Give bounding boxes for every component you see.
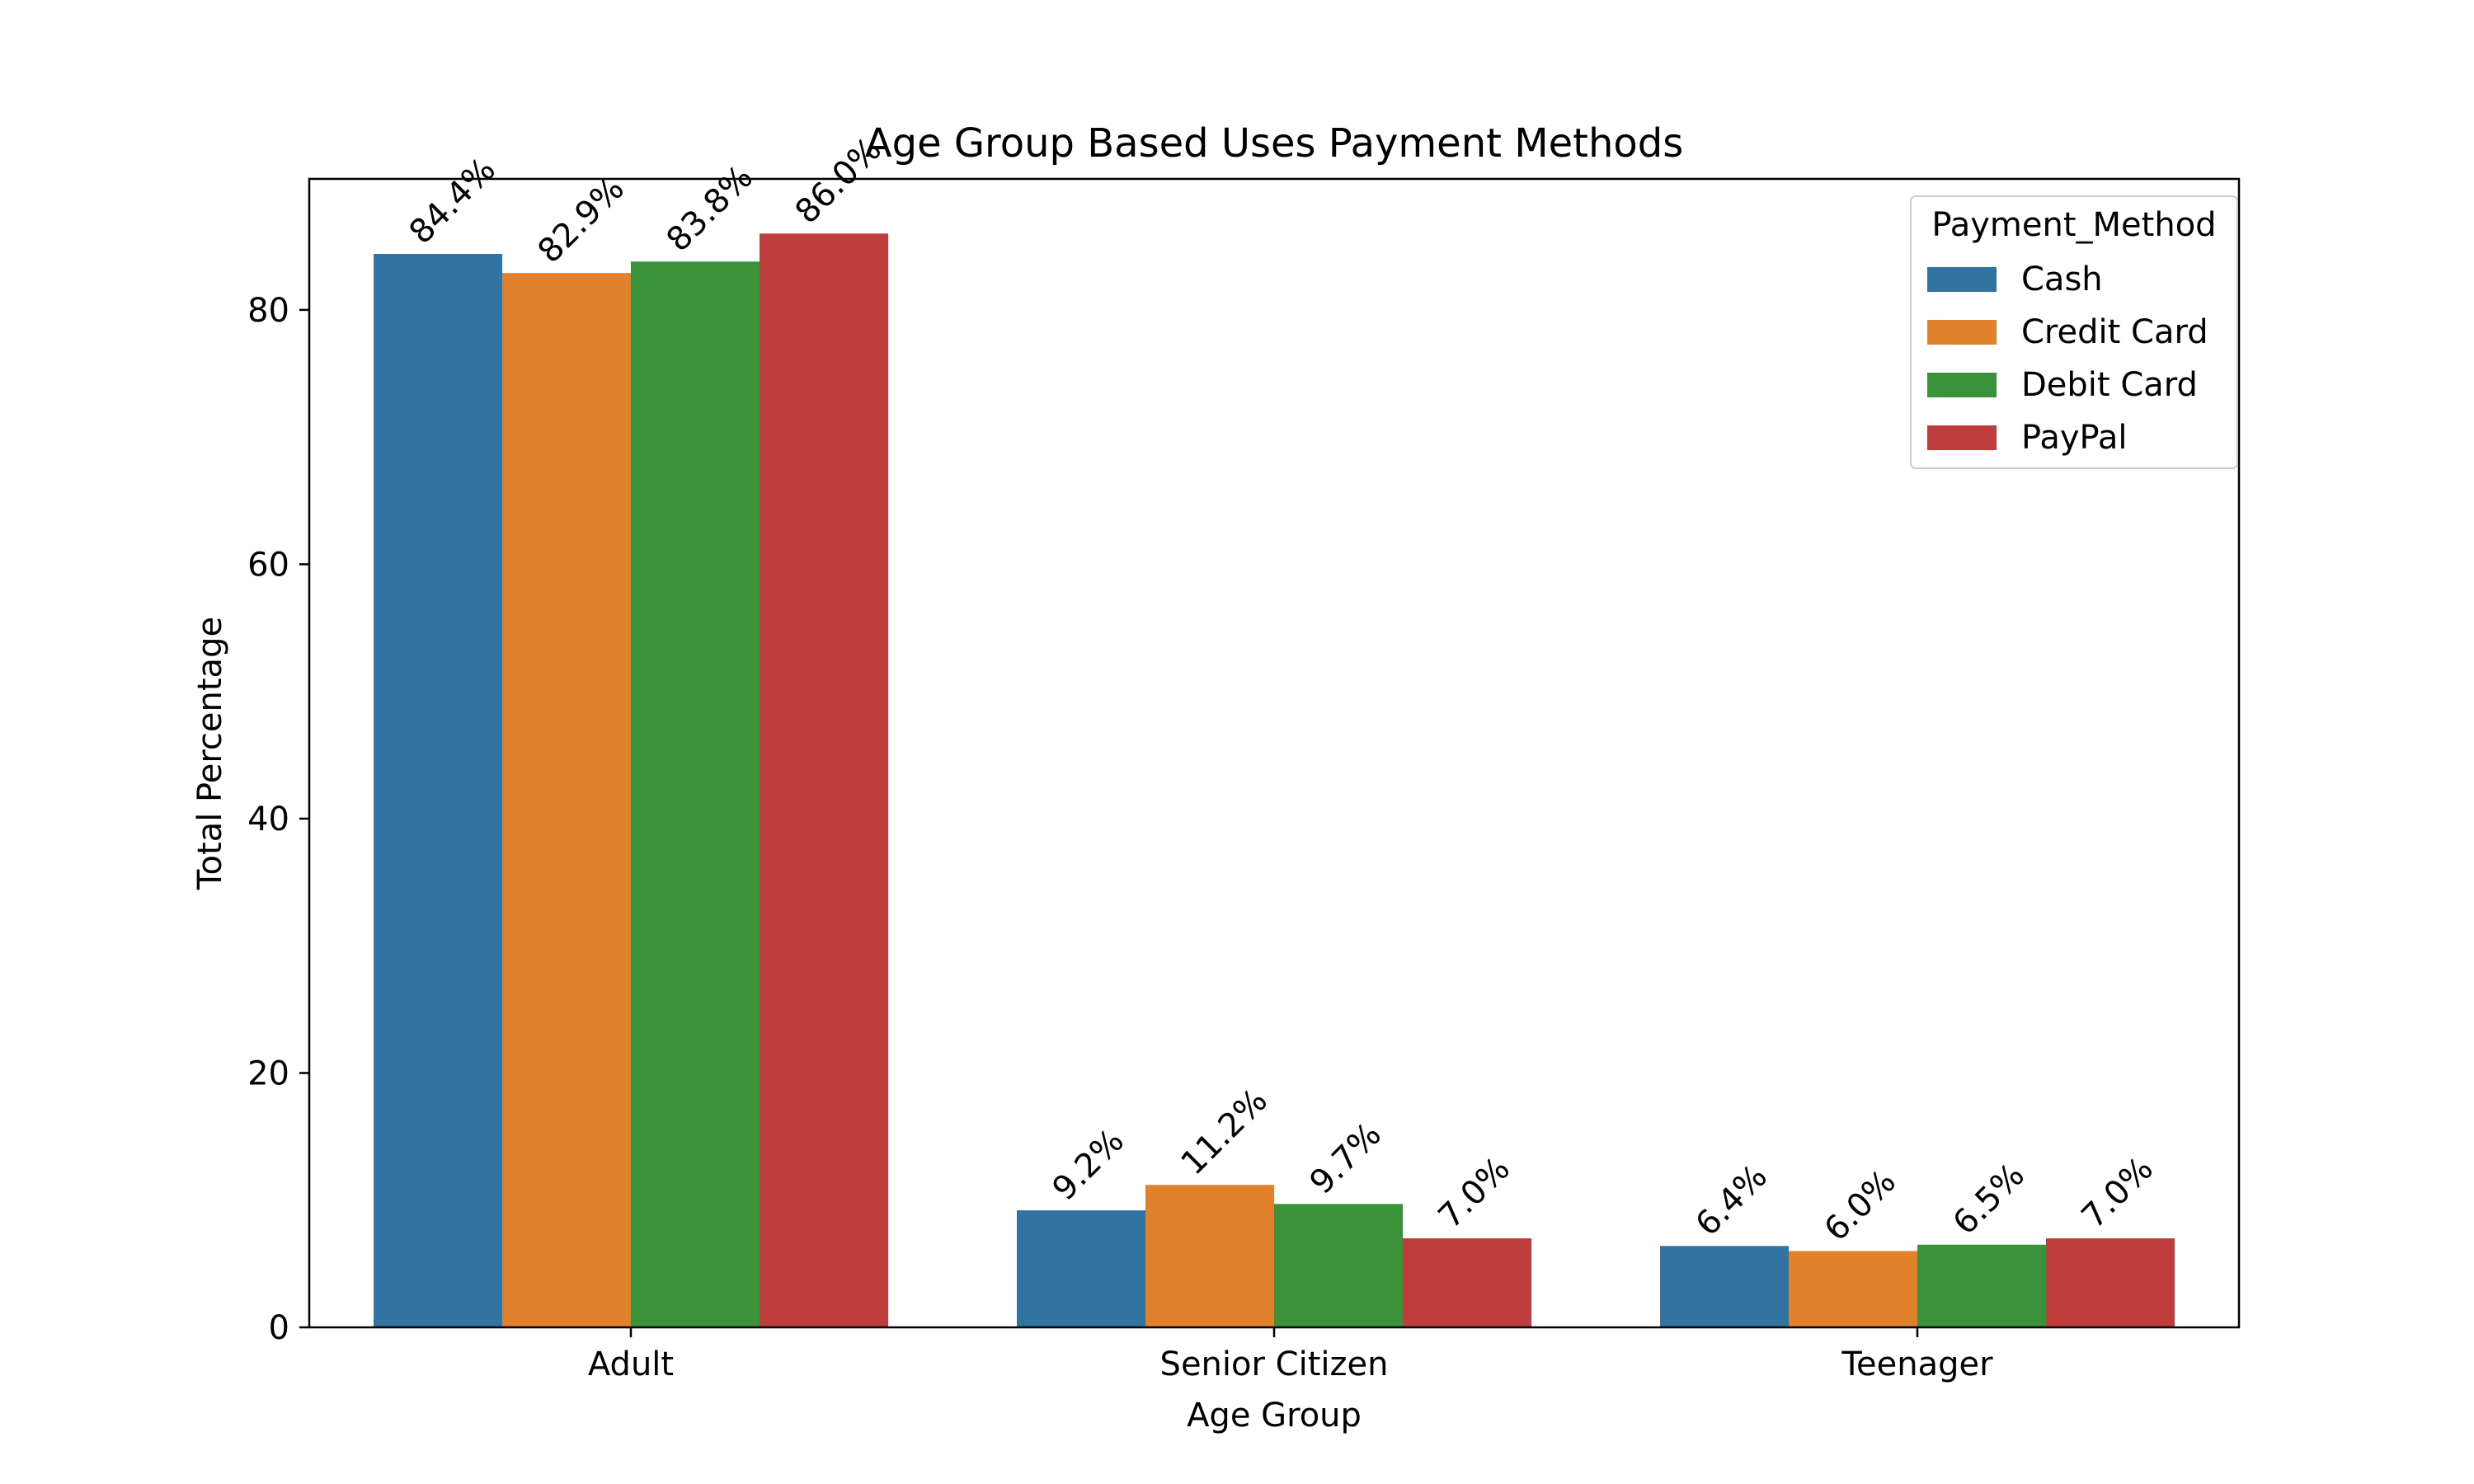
- x-tick-label: Senior Citizen: [1160, 1345, 1389, 1383]
- legend-label: Credit Card: [2021, 313, 2208, 351]
- bar-value-label: 6.0%: [1818, 1162, 1903, 1248]
- bar-credit-card: [502, 273, 631, 1327]
- y-axis: 0 20 40 60 80: [247, 292, 309, 1347]
- x-tick-label: Teenager: [1841, 1345, 1993, 1383]
- bar-value-label: 84.4%: [402, 151, 503, 251]
- x-axis-label: Age Group: [1187, 1397, 1362, 1435]
- legend-items: Cash Credit Card Debit Card PayPal: [1927, 261, 2208, 457]
- bar-credit-card: [1145, 1185, 1274, 1327]
- legend-swatch: [1927, 267, 1997, 292]
- bar-value-label: 9.7%: [1303, 1115, 1389, 1201]
- legend-title: Payment_Method: [1931, 206, 2216, 244]
- y-tick-label: 80: [247, 292, 289, 330]
- bar-value-label: 11.2%: [1174, 1082, 1275, 1182]
- x-tick-label: Adult: [588, 1345, 674, 1383]
- bar-value-label: 9.2%: [1046, 1122, 1131, 1208]
- legend-label: Debit Card: [2021, 366, 2198, 404]
- bar-paypal: [2046, 1238, 2175, 1327]
- legend-label: Cash: [2021, 261, 2103, 298]
- bar-cash: [1017, 1210, 1145, 1327]
- legend-swatch: [1927, 320, 1997, 345]
- legend-swatch: [1927, 373, 1997, 397]
- bar-value-label: 6.4%: [1689, 1158, 1775, 1243]
- bar-paypal: [760, 233, 888, 1327]
- bar-credit-card: [1789, 1251, 1917, 1327]
- bar-debit-card: [1917, 1244, 2046, 1327]
- bar-value-label: 7.0%: [2075, 1150, 2161, 1236]
- x-axis: Adult Senior Citizen Teenager: [588, 1327, 1993, 1383]
- bar-value-label: 6.5%: [1946, 1156, 2032, 1242]
- bar-cash: [1660, 1246, 1789, 1327]
- chart-title: Age Group Based Uses Payment Methods: [865, 120, 1683, 167]
- legend: Payment_Method Cash Credit Card Debit Card…: [1910, 195, 2238, 469]
- bar-paypal: [1403, 1238, 1531, 1327]
- y-tick-label: 0: [269, 1309, 289, 1347]
- bar-debit-card: [631, 261, 760, 1327]
- bar-value-label: 7.0%: [1432, 1150, 1517, 1236]
- bar-debit-card: [1274, 1204, 1403, 1327]
- bar-value-label: 83.8%: [660, 158, 760, 259]
- y-axis-label: Total Percentage: [191, 617, 229, 890]
- y-tick-label: 40: [247, 801, 289, 838]
- bar-value-label: 86.0%: [788, 130, 889, 231]
- y-tick-label: 60: [247, 546, 289, 584]
- bar-cash: [374, 254, 502, 1327]
- legend-swatch: [1927, 425, 1997, 450]
- y-tick-label: 20: [247, 1054, 289, 1092]
- legend-box: [1910, 195, 2238, 469]
- legend-label: PayPal: [2021, 419, 2127, 457]
- bars-layer: [374, 233, 2175, 1327]
- bar-value-label: 82.9%: [531, 170, 632, 270]
